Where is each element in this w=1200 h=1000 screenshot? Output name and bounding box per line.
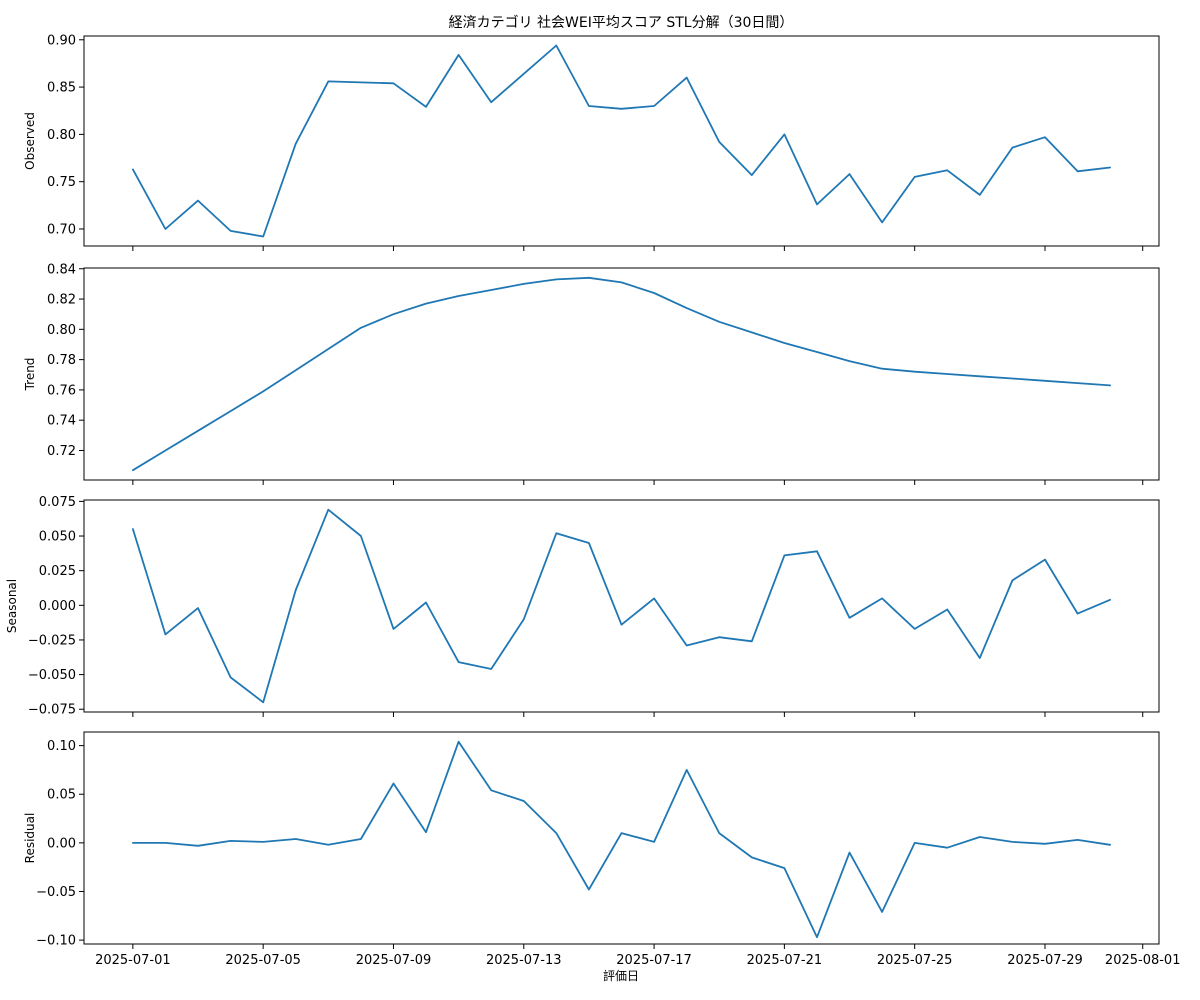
y-tick-label: 0.85 [47, 81, 76, 96]
y-tick-label: 0.075 [39, 495, 76, 510]
y-tick-label: 0.75 [47, 175, 76, 190]
panel-seasonal: −0.075 −0.050 −0.025 0.000 0.025 0.050 0.075 Se… [5, 495, 1160, 718]
y-tick-label: 0.80 [47, 128, 76, 143]
y-tick-label: 0.74 [47, 414, 76, 429]
series-line-observed [131, 44, 1111, 238]
series-line-residual [131, 740, 1111, 939]
y-tick-label: −0.05 [36, 885, 76, 900]
x-axis-label: 評価日 [603, 968, 639, 983]
y-tick-label: 0.90 [47, 33, 76, 48]
x-tick-label: 2025-07-01 [95, 953, 171, 968]
series-line-trend [131, 276, 1111, 472]
x-tick-label: 2025-08-01 [1105, 953, 1181, 968]
y-axis-label: Residual [23, 813, 37, 864]
y-tick-label: 0.10 [47, 739, 76, 754]
y-tick-label: −0.050 [28, 668, 76, 683]
y-tick-label: −0.10 [36, 934, 76, 949]
panel-trend: 0.72 0.74 0.76 0.78 0.80 0.82 0.84 Trend [23, 262, 1160, 485]
y-tick-label: 0.82 [47, 293, 76, 308]
x-tick-label: 2025-07-05 [225, 953, 301, 968]
x-tick-label: 2025-07-17 [616, 953, 692, 968]
y-tick-label: 0.050 [39, 530, 76, 545]
x-tick-label: 2025-07-09 [356, 953, 432, 968]
plot-frame [83, 267, 1160, 481]
y-tick-label: 0.000 [39, 599, 76, 614]
y-tick-label: 0.72 [47, 444, 76, 459]
panel-observed: 0.70 0.75 0.80 0.85 0.90 Observed [23, 33, 1160, 251]
plot-frame [83, 731, 1160, 945]
y-tick-label: 0.025 [39, 564, 76, 579]
y-tick-label: 0.84 [47, 262, 76, 277]
x-tick-label: 2025-07-25 [877, 953, 953, 968]
y-tick-label: 0.05 [47, 788, 76, 803]
panels: 0.70 0.75 0.80 0.85 0.90 Observed 0.72 0.74 0.76… [5, 33, 1180, 968]
series-line-seasonal [131, 508, 1111, 704]
y-axis-label: Trend [23, 358, 37, 392]
plot-frame [83, 35, 1160, 247]
y-tick-label: −0.075 [28, 703, 76, 718]
y-tick-label: −0.025 [28, 633, 76, 648]
y-tick-label: 0.70 [47, 222, 76, 237]
y-tick-label: 0.76 [47, 383, 76, 398]
y-axis-label: Observed [23, 112, 37, 170]
x-tick-label: 2025-07-13 [486, 953, 562, 968]
y-tick-label: 0.00 [47, 836, 76, 851]
y-axis-label: Seasonal [5, 579, 19, 633]
x-tick-label: 2025-07-21 [747, 953, 823, 968]
plot-frame [83, 499, 1160, 713]
y-tick-label: 0.78 [47, 353, 76, 368]
x-tick-label: 2025-07-29 [1007, 953, 1083, 968]
chart-title: 経済カテゴリ 社会WEI平均スコア STL分解（30日間） [449, 14, 794, 31]
y-tick-label: 0.80 [47, 323, 76, 338]
panel-residual: −0.10 −0.05 0.00 0.05 0.10 2025-07-01 2025-07-… [23, 731, 1181, 968]
